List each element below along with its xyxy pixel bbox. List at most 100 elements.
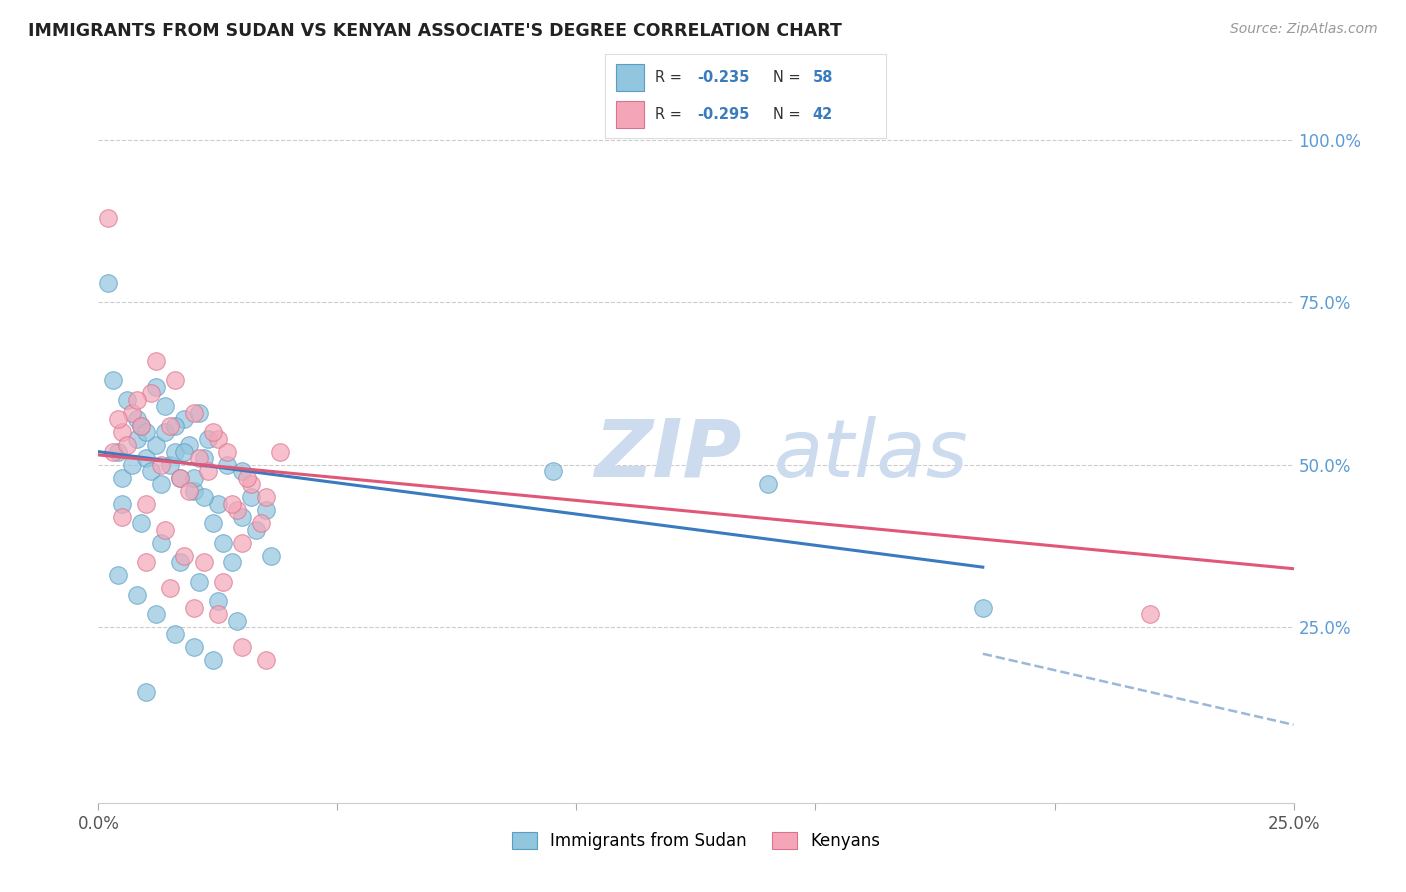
Point	[207, 432, 229, 446]
Point	[145, 607, 167, 622]
Point	[217, 444, 239, 458]
Text: -0.235: -0.235	[697, 70, 749, 85]
Point	[211, 535, 233, 549]
Point	[187, 451, 209, 466]
Point	[221, 497, 243, 511]
Point	[207, 607, 229, 622]
Point	[131, 418, 153, 433]
Point	[135, 685, 157, 699]
Point	[125, 432, 148, 446]
Point	[101, 444, 124, 458]
Point	[159, 581, 181, 595]
Point	[163, 626, 186, 640]
Point	[169, 555, 191, 569]
Point	[269, 444, 291, 458]
Point	[139, 386, 162, 401]
Point	[159, 458, 181, 472]
Text: R =: R =	[655, 70, 686, 85]
Point	[145, 379, 167, 393]
Point	[193, 555, 215, 569]
Bar	[616, 101, 644, 128]
Point	[169, 471, 191, 485]
Point	[135, 497, 157, 511]
Point	[202, 516, 225, 531]
Point	[111, 471, 134, 485]
Point	[187, 574, 209, 589]
Point	[202, 653, 225, 667]
Point	[163, 373, 186, 387]
Point	[173, 549, 195, 563]
Point	[179, 438, 201, 452]
Point	[254, 490, 277, 504]
Text: 42: 42	[813, 107, 832, 122]
Point	[226, 614, 249, 628]
Point	[155, 523, 177, 537]
Text: N =: N =	[773, 107, 806, 122]
Bar	[616, 63, 644, 91]
Point	[231, 535, 253, 549]
Point	[155, 399, 177, 413]
Point	[135, 555, 157, 569]
Point	[111, 509, 134, 524]
Text: N =: N =	[773, 70, 806, 85]
Point	[231, 640, 253, 654]
Point	[193, 490, 215, 504]
Point	[163, 444, 186, 458]
Point	[97, 211, 120, 225]
Point	[131, 418, 153, 433]
Text: IMMIGRANTS FROM SUDAN VS KENYAN ASSOCIATE'S DEGREE CORRELATION CHART: IMMIGRANTS FROM SUDAN VS KENYAN ASSOCIAT…	[28, 22, 842, 40]
Point	[183, 471, 205, 485]
Point	[202, 425, 225, 439]
Point	[139, 464, 162, 478]
Point	[226, 503, 249, 517]
Text: 58: 58	[813, 70, 834, 85]
Point	[97, 276, 120, 290]
Point	[173, 444, 195, 458]
Point	[121, 406, 143, 420]
Point	[240, 477, 263, 491]
Point	[111, 497, 134, 511]
Point	[115, 392, 138, 407]
Point	[231, 509, 253, 524]
Point	[221, 555, 243, 569]
Point	[111, 425, 134, 439]
Point	[197, 464, 219, 478]
Point	[145, 353, 167, 368]
Point	[135, 451, 157, 466]
Point	[183, 600, 205, 615]
Point	[101, 373, 124, 387]
Point	[135, 425, 157, 439]
Point	[183, 483, 205, 498]
Point	[125, 412, 148, 426]
Point	[125, 588, 148, 602]
Point	[250, 516, 273, 531]
Point	[541, 464, 564, 478]
Point	[145, 438, 167, 452]
Point	[207, 594, 229, 608]
Point	[169, 471, 191, 485]
Point	[149, 535, 172, 549]
Point	[231, 464, 253, 478]
Point	[972, 600, 994, 615]
Point	[121, 458, 143, 472]
Point	[107, 568, 129, 582]
Point	[254, 503, 277, 517]
Point	[163, 418, 186, 433]
Point	[193, 451, 215, 466]
Point	[235, 471, 257, 485]
Point	[107, 444, 129, 458]
Point	[756, 477, 779, 491]
Point	[217, 458, 239, 472]
Point	[183, 406, 205, 420]
Point	[149, 458, 172, 472]
Text: R =: R =	[655, 107, 686, 122]
Point	[131, 516, 153, 531]
Point	[187, 406, 209, 420]
Point	[173, 412, 195, 426]
Point	[179, 483, 201, 498]
Point	[159, 418, 181, 433]
Point	[155, 425, 177, 439]
Point	[207, 497, 229, 511]
Point	[115, 438, 138, 452]
Text: atlas: atlas	[773, 416, 969, 494]
